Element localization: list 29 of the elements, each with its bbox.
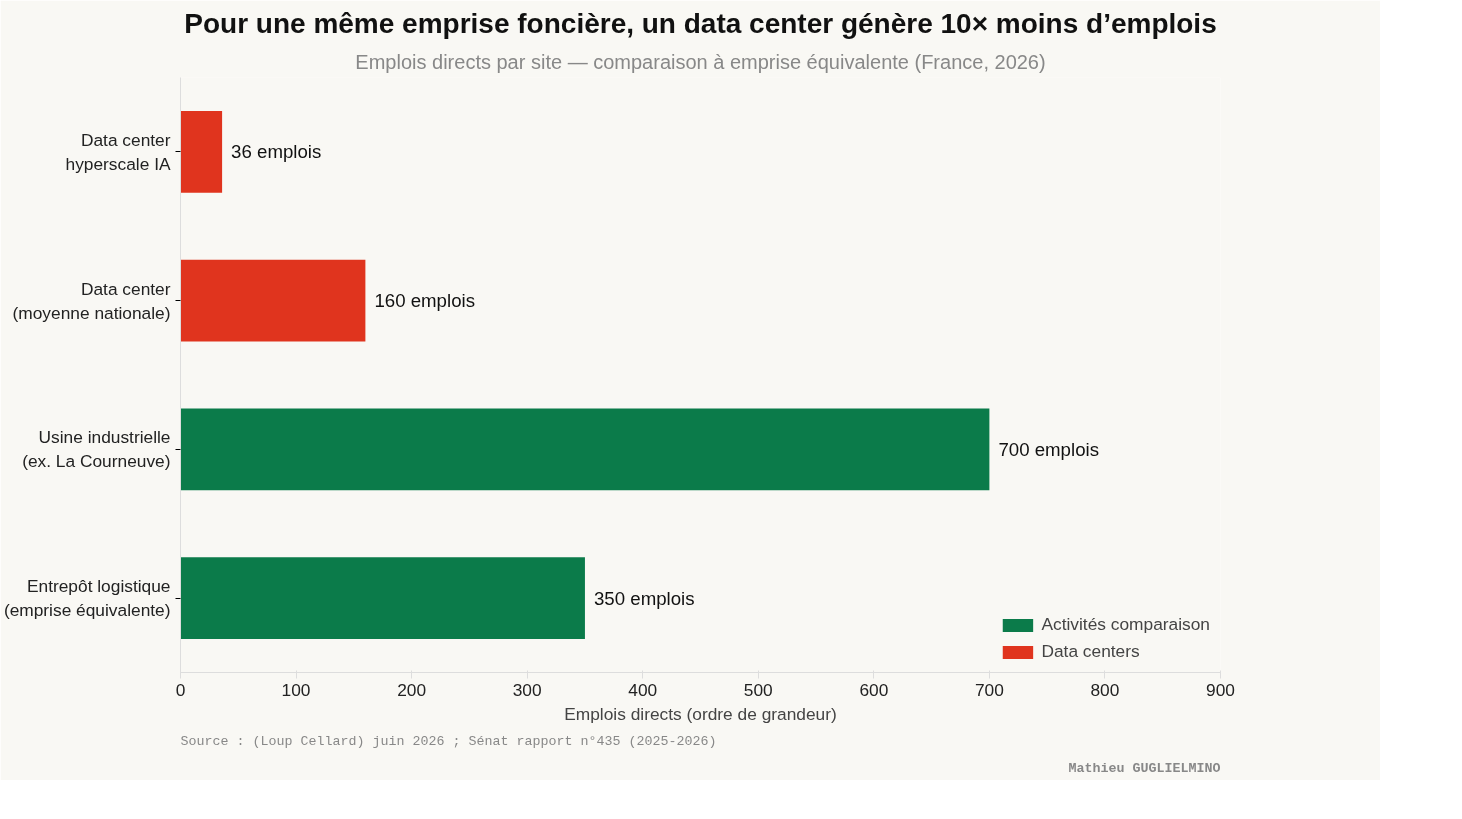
legend-label: Data centers bbox=[1041, 641, 1140, 662]
x-tick-label: 100 bbox=[281, 679, 311, 700]
chart-subtitle: Emplois directs par site — comparaison à emprise équivalente (France, 2026) bbox=[355, 50, 1046, 73]
bar bbox=[180, 259, 366, 342]
y-tick-label: Usine industrielle (ex. La Courneuve) bbox=[22, 427, 171, 472]
data-label: 700 emplois bbox=[998, 438, 1099, 460]
data-label: 160 emplois bbox=[374, 290, 475, 312]
x-tick-label: 400 bbox=[628, 679, 658, 700]
y-tick-label: Data center (moyenne nationale) bbox=[12, 278, 171, 323]
x-tick-label: 700 bbox=[974, 679, 1004, 700]
bar bbox=[180, 557, 585, 640]
x-axis-title: Emplois directs (ordre de grandeur) bbox=[564, 703, 837, 724]
y-tick-label: Data center hyperscale IA bbox=[65, 129, 171, 174]
chart-title: Pour une même emprise foncière, un data center génère 10× moins d’emplois bbox=[184, 7, 1217, 39]
x-tick-label: 0 bbox=[175, 679, 186, 700]
x-tick-label: 500 bbox=[743, 679, 773, 700]
y-tick-label: Entrepôt logistique (emprise équivalente) bbox=[3, 576, 171, 621]
x-tick-label: 800 bbox=[1090, 679, 1120, 700]
legend-label: Activités comparaison bbox=[1041, 614, 1210, 635]
source-note: Source : (Loup Cellard) juin 2026 ; Sénat rapport n°435 (2025-2026) bbox=[180, 733, 717, 749]
x-tick-label: 900 bbox=[1206, 679, 1235, 700]
x-tick-label: 200 bbox=[397, 679, 427, 700]
text: Mathieu GUGLIELMINO bbox=[1068, 760, 1221, 776]
data-label: 350 emplois bbox=[593, 587, 695, 609]
bar bbox=[180, 408, 990, 491]
data-label: 36 emplois bbox=[231, 141, 322, 163]
x-tick-label: 300 bbox=[512, 679, 542, 700]
bar bbox=[180, 110, 223, 193]
x-tick-label: 600 bbox=[859, 679, 889, 700]
